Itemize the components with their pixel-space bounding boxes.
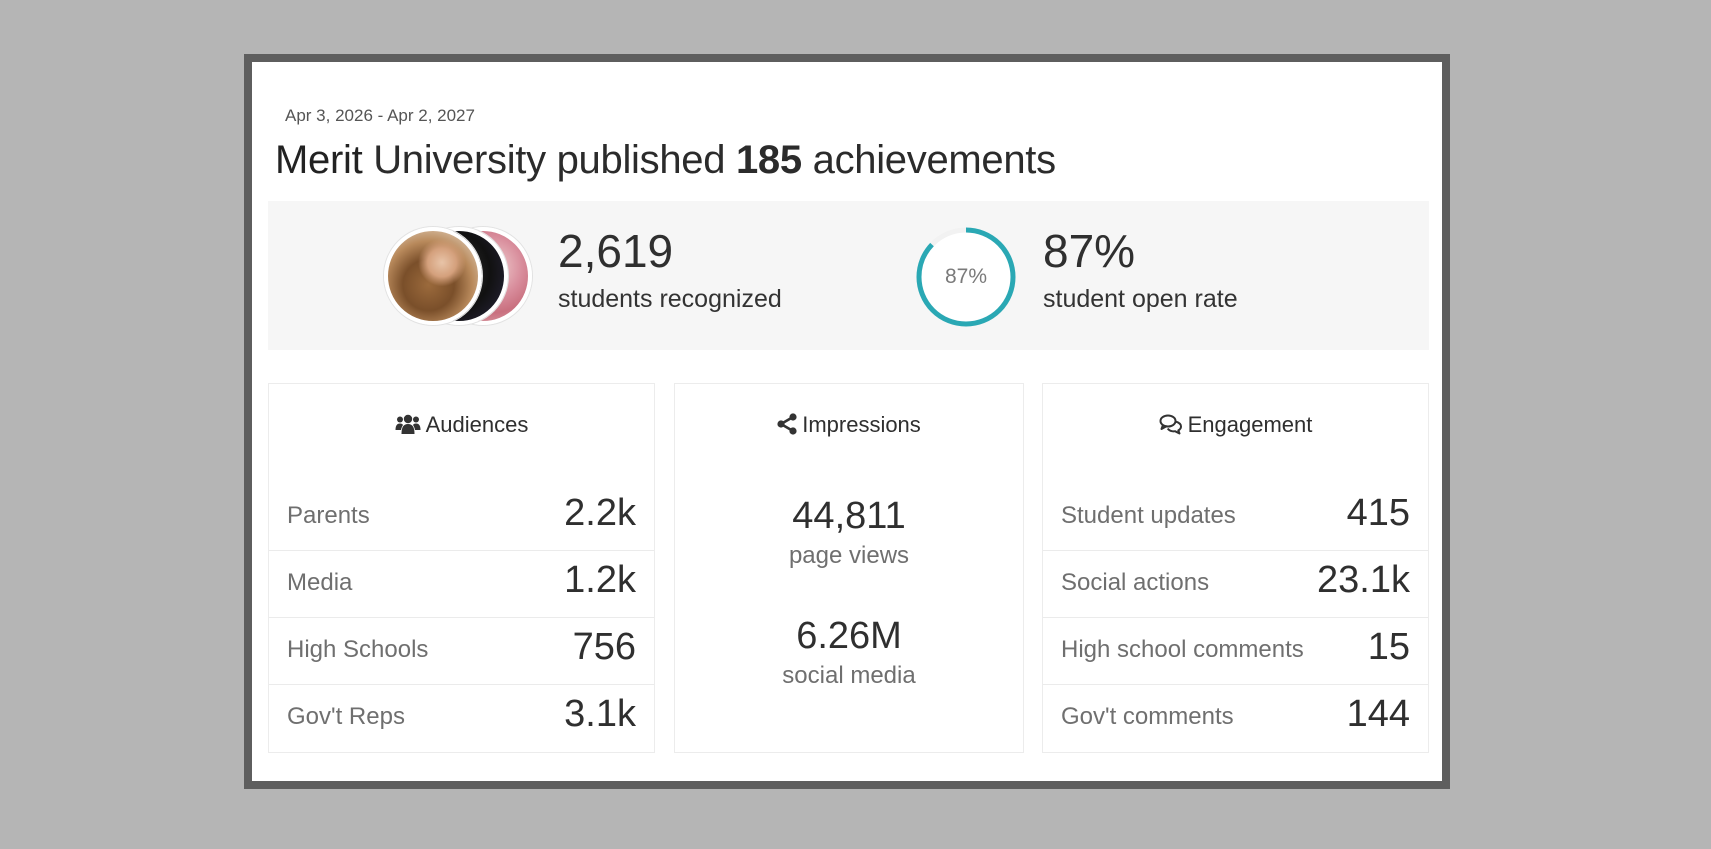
row-value: 23.1k (1317, 559, 1410, 601)
brand-name: Merit (275, 138, 363, 182)
comments-icon (1159, 413, 1183, 441)
title-org: University published (362, 138, 736, 182)
donut-percent: 87% (944, 265, 988, 288)
list-item: Social actions 23.1k (1043, 551, 1428, 618)
social-media-metric: 6.26M social media (675, 614, 1023, 690)
date-range: Apr 3, 2026 - Apr 2, 2027 (285, 106, 475, 125)
row-label: High school comments (1061, 636, 1304, 663)
row-value: 2.2k (564, 492, 636, 534)
summary-band: 2,619 students recognized 87% 87% studen… (268, 201, 1429, 350)
share-icon (777, 413, 797, 441)
card-title: Audiences (269, 412, 654, 441)
card-title: Engagement (1043, 412, 1428, 441)
card-title: Impressions (675, 412, 1023, 441)
row-value: 1.2k (564, 559, 636, 601)
students-count: 2,619 (558, 225, 674, 277)
engagement-list: Student updates 415 Social actions 23.1k… (1043, 484, 1428, 752)
list-item: High school comments 15 (1043, 618, 1428, 685)
impressions-title: Impressions (802, 412, 921, 437)
students-recognized-stat: 2,619 students recognized (558, 223, 782, 314)
engagement-card: Engagement Student updates 415 Social ac… (1042, 383, 1429, 753)
achievement-count: 185 (735, 138, 802, 182)
list-item: Gov't comments 144 (1043, 685, 1428, 752)
audiences-title: Audiences (425, 412, 529, 437)
metric-label: page views (788, 542, 910, 569)
engagement-title: Engagement (1187, 412, 1313, 437)
row-label: Gov't Reps (287, 703, 405, 730)
metric-value: 44,811 (792, 495, 906, 537)
students-label: students recognized (558, 285, 782, 313)
page-title: Merit University published 185 achieveme… (275, 138, 1056, 183)
audiences-card: Audiences Parents 2.2k Media 1.2k High S… (268, 383, 655, 753)
row-label: Media (287, 569, 353, 596)
list-item: Gov't Reps 3.1k (269, 685, 654, 752)
row-label: Social actions (1061, 569, 1210, 596)
list-item: Media 1.2k (269, 551, 654, 618)
list-item: Student updates 415 (1043, 484, 1428, 551)
row-value: 15 (1367, 626, 1410, 668)
avatar (384, 227, 482, 325)
row-label: Student updates (1061, 502, 1236, 529)
row-label: Parents (287, 502, 370, 529)
open-rate-label: student open rate (1043, 285, 1238, 313)
row-value: 415 (1346, 492, 1410, 534)
progress-ring-icon (916, 227, 1016, 327)
impressions-card: Impressions 44,811 page views 6.26M soci… (674, 383, 1024, 753)
row-value: 144 (1346, 693, 1410, 735)
metric-value: 6.26M (796, 615, 902, 657)
row-value: 756 (572, 626, 636, 668)
list-item: Parents 2.2k (269, 484, 654, 551)
title-suffix: achievements (801, 138, 1057, 182)
users-icon (395, 413, 421, 441)
row-label: High Schools (287, 636, 429, 663)
avatar-stack (384, 227, 536, 327)
row-value: 3.1k (564, 693, 636, 735)
page-views-metric: 44,811 page views (675, 494, 1023, 570)
open-rate-value: 87% (1043, 225, 1136, 277)
audiences-list: Parents 2.2k Media 1.2k High Schools 756… (269, 484, 654, 752)
list-item: High Schools 756 (269, 618, 654, 685)
open-rate-stat: 87% student open rate (1043, 223, 1238, 314)
metric-label: social media (782, 662, 916, 689)
report-frame: Apr 3, 2026 - Apr 2, 2027 Merit Universi… (244, 54, 1450, 789)
row-label: Gov't comments (1061, 703, 1234, 730)
open-rate-donut: 87% (914, 225, 1018, 329)
